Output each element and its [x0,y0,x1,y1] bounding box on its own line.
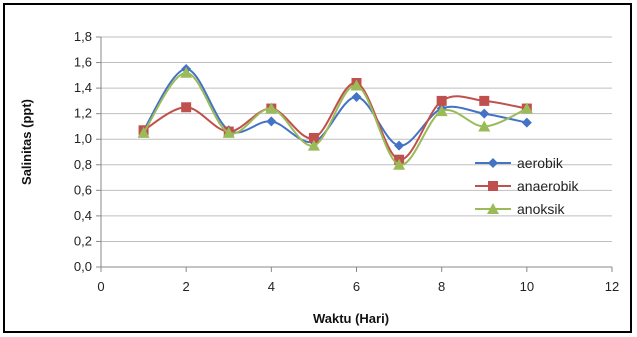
legend-label: aerobik [517,155,564,171]
y-tick-label: 0,6 [74,182,92,197]
legend-swatch-marker [487,203,499,214]
y-tick-label: 0,4 [74,208,92,223]
x-axis-title: Waktu (Hari) [313,311,389,326]
legend-swatch-marker [488,181,498,191]
data-point-aerobik [266,116,277,127]
grid-lines [101,36,612,268]
tick-labels: 0,0 0,2 0,4 0,6 0,8 1,0 1,2 1,4 1,6 1,8 0 2 4 6 8 10 12 [74,29,619,294]
x-tick-label: 6 [353,279,360,294]
y-tick-label: 1,8 [74,29,92,44]
legend-label: anoksik [517,201,565,217]
axes [96,36,613,272]
data-point-anaerobik [436,95,447,106]
x-tick-label: 0 [97,279,104,294]
x-tick-label: 10 [520,279,534,294]
x-tick-label: 4 [268,279,275,294]
data-point-anaerobik [479,95,490,106]
legend-item-aerobik: aerobik [475,155,564,171]
data-point-aerobik [479,108,490,119]
data-point-anoksik [435,105,448,117]
data-point-anoksik [393,158,406,170]
data-point-anoksik [307,139,320,151]
series-anaerobik [138,78,532,165]
x-tick-label: 12 [605,279,619,294]
x-tick-label: 2 [183,279,190,294]
legend: aerobik anaerobik anoksik [475,155,579,217]
data-point-aerobik [351,92,362,103]
data-point-anoksik [478,120,491,132]
data-point-anaerobik [308,132,319,143]
y-tick-label: 0,0 [74,259,92,274]
y-axis-title: Salinitas (ppt) [19,99,34,185]
y-tick-label: 1,0 [74,131,92,146]
y-tick-label: 1,2 [74,106,92,121]
series-group [137,63,533,170]
y-tick-label: 0,2 [74,233,92,248]
chart-frame: 0,0 0,2 0,4 0,6 0,8 1,0 1,2 1,4 1,6 1,8 0 2 4 6 8 10 12 … [3,3,632,333]
legend-swatch-marker [488,158,498,168]
series-line-anoksik [142,71,528,166]
data-point-anaerobik [181,102,192,113]
data-point-aerobik [521,117,532,128]
y-tick-label: 0,8 [74,157,92,172]
series-anoksik [137,66,533,170]
legend-item-anoksik: anoksik [475,201,565,217]
x-tick-label: 8 [438,279,445,294]
legend-label: anaerobik [517,178,579,194]
y-tick-label: 1,6 [74,55,92,70]
line-chart: 0,00,20,40,60,81,01,21,41,61,80 2 4 6 8 10 12 … [19,29,619,326]
data-point-anoksik [265,102,278,114]
data-point-aerobik [394,140,405,151]
y-tick-label: 1,4 [74,80,92,95]
data-point-anoksik [180,66,193,78]
legend-item-anaerobik: anaerobik [475,178,579,194]
series-line-anaerobik [143,81,528,161]
data-point-anoksik [137,126,150,138]
data-point-anoksik [520,102,533,114]
data-point-anoksik [350,79,363,91]
data-point-anoksik [222,126,235,138]
